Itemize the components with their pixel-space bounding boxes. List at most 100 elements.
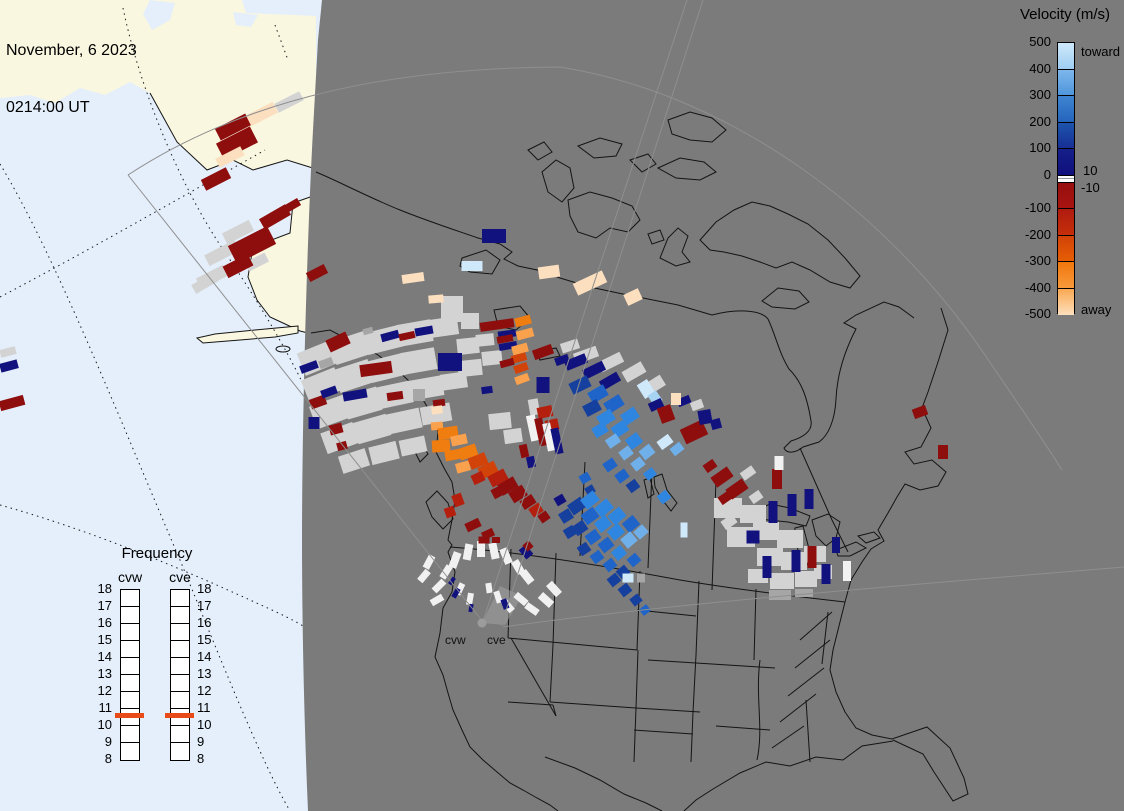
radar-cell bbox=[589, 549, 605, 565]
frequency-bar-cell bbox=[171, 590, 189, 607]
radar-cell bbox=[487, 468, 509, 488]
radar-cell bbox=[581, 360, 607, 380]
frequency-scale-value: 16 bbox=[197, 615, 212, 630]
radar-cell bbox=[479, 318, 515, 332]
velocity-colorbar bbox=[1057, 42, 1075, 315]
radar-cell bbox=[623, 288, 643, 306]
radar-cell bbox=[470, 470, 486, 486]
radar-cell bbox=[0, 394, 26, 412]
radar-cell bbox=[911, 404, 929, 420]
radar-cell bbox=[624, 432, 644, 450]
radar-cell bbox=[546, 580, 562, 598]
colorbar-tick-label: -200 bbox=[1024, 226, 1051, 242]
frequency-bar-cell bbox=[121, 675, 139, 692]
radar-cell bbox=[770, 573, 794, 589]
radar-cell bbox=[448, 551, 462, 569]
radar-cell bbox=[456, 336, 480, 356]
radar-cell bbox=[496, 334, 514, 344]
radar-cell bbox=[457, 443, 479, 461]
radar-cell bbox=[774, 456, 784, 470]
radar-cell bbox=[499, 357, 515, 369]
radar-cell bbox=[352, 413, 392, 445]
radar-cell bbox=[769, 590, 791, 600]
radar-cell bbox=[615, 564, 631, 580]
radar-cell bbox=[368, 440, 400, 466]
radar-cell bbox=[337, 448, 371, 474]
radar-cell bbox=[490, 484, 506, 500]
radar-cell bbox=[191, 272, 219, 294]
radar-cell bbox=[607, 506, 627, 526]
radar-cell bbox=[938, 445, 948, 459]
radar-cell bbox=[300, 367, 344, 403]
radar-cell bbox=[795, 589, 813, 597]
radar-cell bbox=[621, 361, 647, 383]
radar-cell bbox=[443, 505, 457, 519]
radar-cell bbox=[439, 564, 453, 580]
frequency-bar-cell bbox=[171, 607, 189, 624]
radar-cell bbox=[478, 536, 490, 544]
frequency-bar-cell bbox=[171, 624, 189, 641]
radar-cell bbox=[450, 433, 468, 447]
frequency-bar-cell bbox=[121, 590, 139, 607]
radar-cell bbox=[768, 501, 778, 523]
radar-cell bbox=[398, 435, 428, 457]
radar-cell bbox=[642, 467, 658, 481]
away-label: away bbox=[1081, 302, 1112, 317]
colorbar-tick-label: 300 bbox=[1029, 87, 1051, 102]
radar-cell bbox=[525, 414, 541, 442]
radar-cell bbox=[308, 394, 328, 410]
radar-cell bbox=[647, 397, 665, 413]
frequency-bar-cell bbox=[121, 624, 139, 641]
frequency-bar-cell bbox=[121, 607, 139, 624]
radar-cell bbox=[580, 506, 600, 526]
radar-cell bbox=[606, 522, 626, 542]
radar-cell bbox=[428, 294, 444, 304]
frequency-scale-value: 11 bbox=[197, 700, 211, 715]
radar-cell bbox=[380, 329, 400, 343]
colorbar-tick-label: -300 bbox=[1024, 253, 1051, 268]
radar-cell bbox=[227, 226, 277, 264]
frequency-scale-value: 14 bbox=[197, 649, 212, 664]
radar-cell bbox=[536, 377, 550, 393]
colorbar-segment bbox=[1058, 69, 1074, 96]
radar-cell bbox=[596, 408, 616, 428]
radar-cell bbox=[401, 272, 425, 284]
frequency-bar-cell bbox=[121, 692, 139, 709]
radar-cell bbox=[462, 543, 474, 561]
radar-cell bbox=[221, 219, 255, 245]
radar-cell bbox=[438, 353, 462, 371]
radar-cell bbox=[482, 229, 506, 243]
toward-label: toward bbox=[1081, 44, 1121, 59]
frequency-marker bbox=[165, 713, 194, 718]
radar-cell bbox=[493, 590, 503, 604]
radar-cell bbox=[414, 325, 434, 337]
radar-cell bbox=[513, 591, 529, 607]
frequency-scale-value: 16 bbox=[97, 615, 112, 630]
frequency-scale-value: 9 bbox=[197, 734, 205, 749]
frequency-bar-cell bbox=[121, 658, 139, 675]
radar-cell bbox=[807, 546, 817, 568]
radar-cell bbox=[638, 443, 656, 461]
radar-cell bbox=[725, 478, 749, 500]
frequency-bar-cell bbox=[121, 641, 139, 658]
colorbar-segment bbox=[1058, 182, 1074, 209]
radar-cell bbox=[633, 524, 649, 540]
radar-cell bbox=[626, 552, 642, 568]
radar-cell bbox=[620, 406, 640, 426]
frequency-scale-value: 12 bbox=[97, 683, 112, 698]
radar-cell bbox=[727, 529, 745, 545]
radar-cells-layer bbox=[0, 91, 948, 616]
colorbar-tick-label: 0 bbox=[1043, 166, 1051, 182]
radar-cell bbox=[518, 443, 530, 459]
radar-cell bbox=[702, 458, 718, 474]
map-site-label-cve: cve bbox=[487, 633, 506, 647]
radar-cell bbox=[431, 578, 447, 594]
radar-cell bbox=[576, 541, 592, 557]
colorbar-tick-label: -100 bbox=[1024, 200, 1051, 215]
radar-cell bbox=[488, 411, 512, 431]
radar-cell bbox=[669, 441, 685, 457]
fov-right-edge bbox=[502, 566, 1124, 628]
radar-cell bbox=[739, 465, 757, 481]
